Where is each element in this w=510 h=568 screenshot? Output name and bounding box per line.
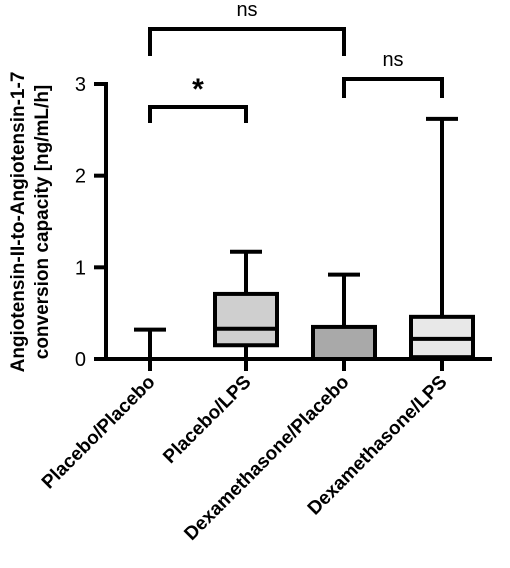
significance-bracket: * <box>148 73 248 123</box>
significance-label: * <box>192 73 204 106</box>
significance-label: ns <box>236 0 257 21</box>
bracket-line <box>148 27 346 56</box>
box-iqr <box>213 291 279 348</box>
y-tick-label: 2 <box>75 166 86 188</box>
category-label: Dexamethasone/Placebo <box>180 372 353 545</box>
box-2 <box>213 249 279 361</box>
y-tick-label: 3 <box>75 74 86 96</box>
significance-bracket: ns <box>342 49 444 98</box>
bracket-line <box>342 77 444 98</box>
y-tick-label: 1 <box>75 257 86 279</box>
category-label: Placebo/LPS <box>159 372 255 468</box>
significance-bracket: ns <box>148 0 346 56</box>
category-label: Placebo/Placebo <box>38 372 160 494</box>
box-4 <box>409 116 475 361</box>
box-3 <box>311 272 377 361</box>
y-axis-title-line2: conversion capacity [ng/mL/h] <box>32 85 53 360</box>
box-1 <box>117 327 183 362</box>
bracket-line <box>148 105 248 123</box>
box-iqr <box>311 324 377 361</box>
y-axis-title-line1: Angiotensin-II-to-Angiotensin-1-7 <box>8 72 29 373</box>
significance-label: ns <box>382 49 403 71</box>
y-tick-label: 0 <box>75 349 86 371</box>
y-axis-title: Angiotensin-II-to-Angiotensin-1-7 conver… <box>8 72 53 373</box>
